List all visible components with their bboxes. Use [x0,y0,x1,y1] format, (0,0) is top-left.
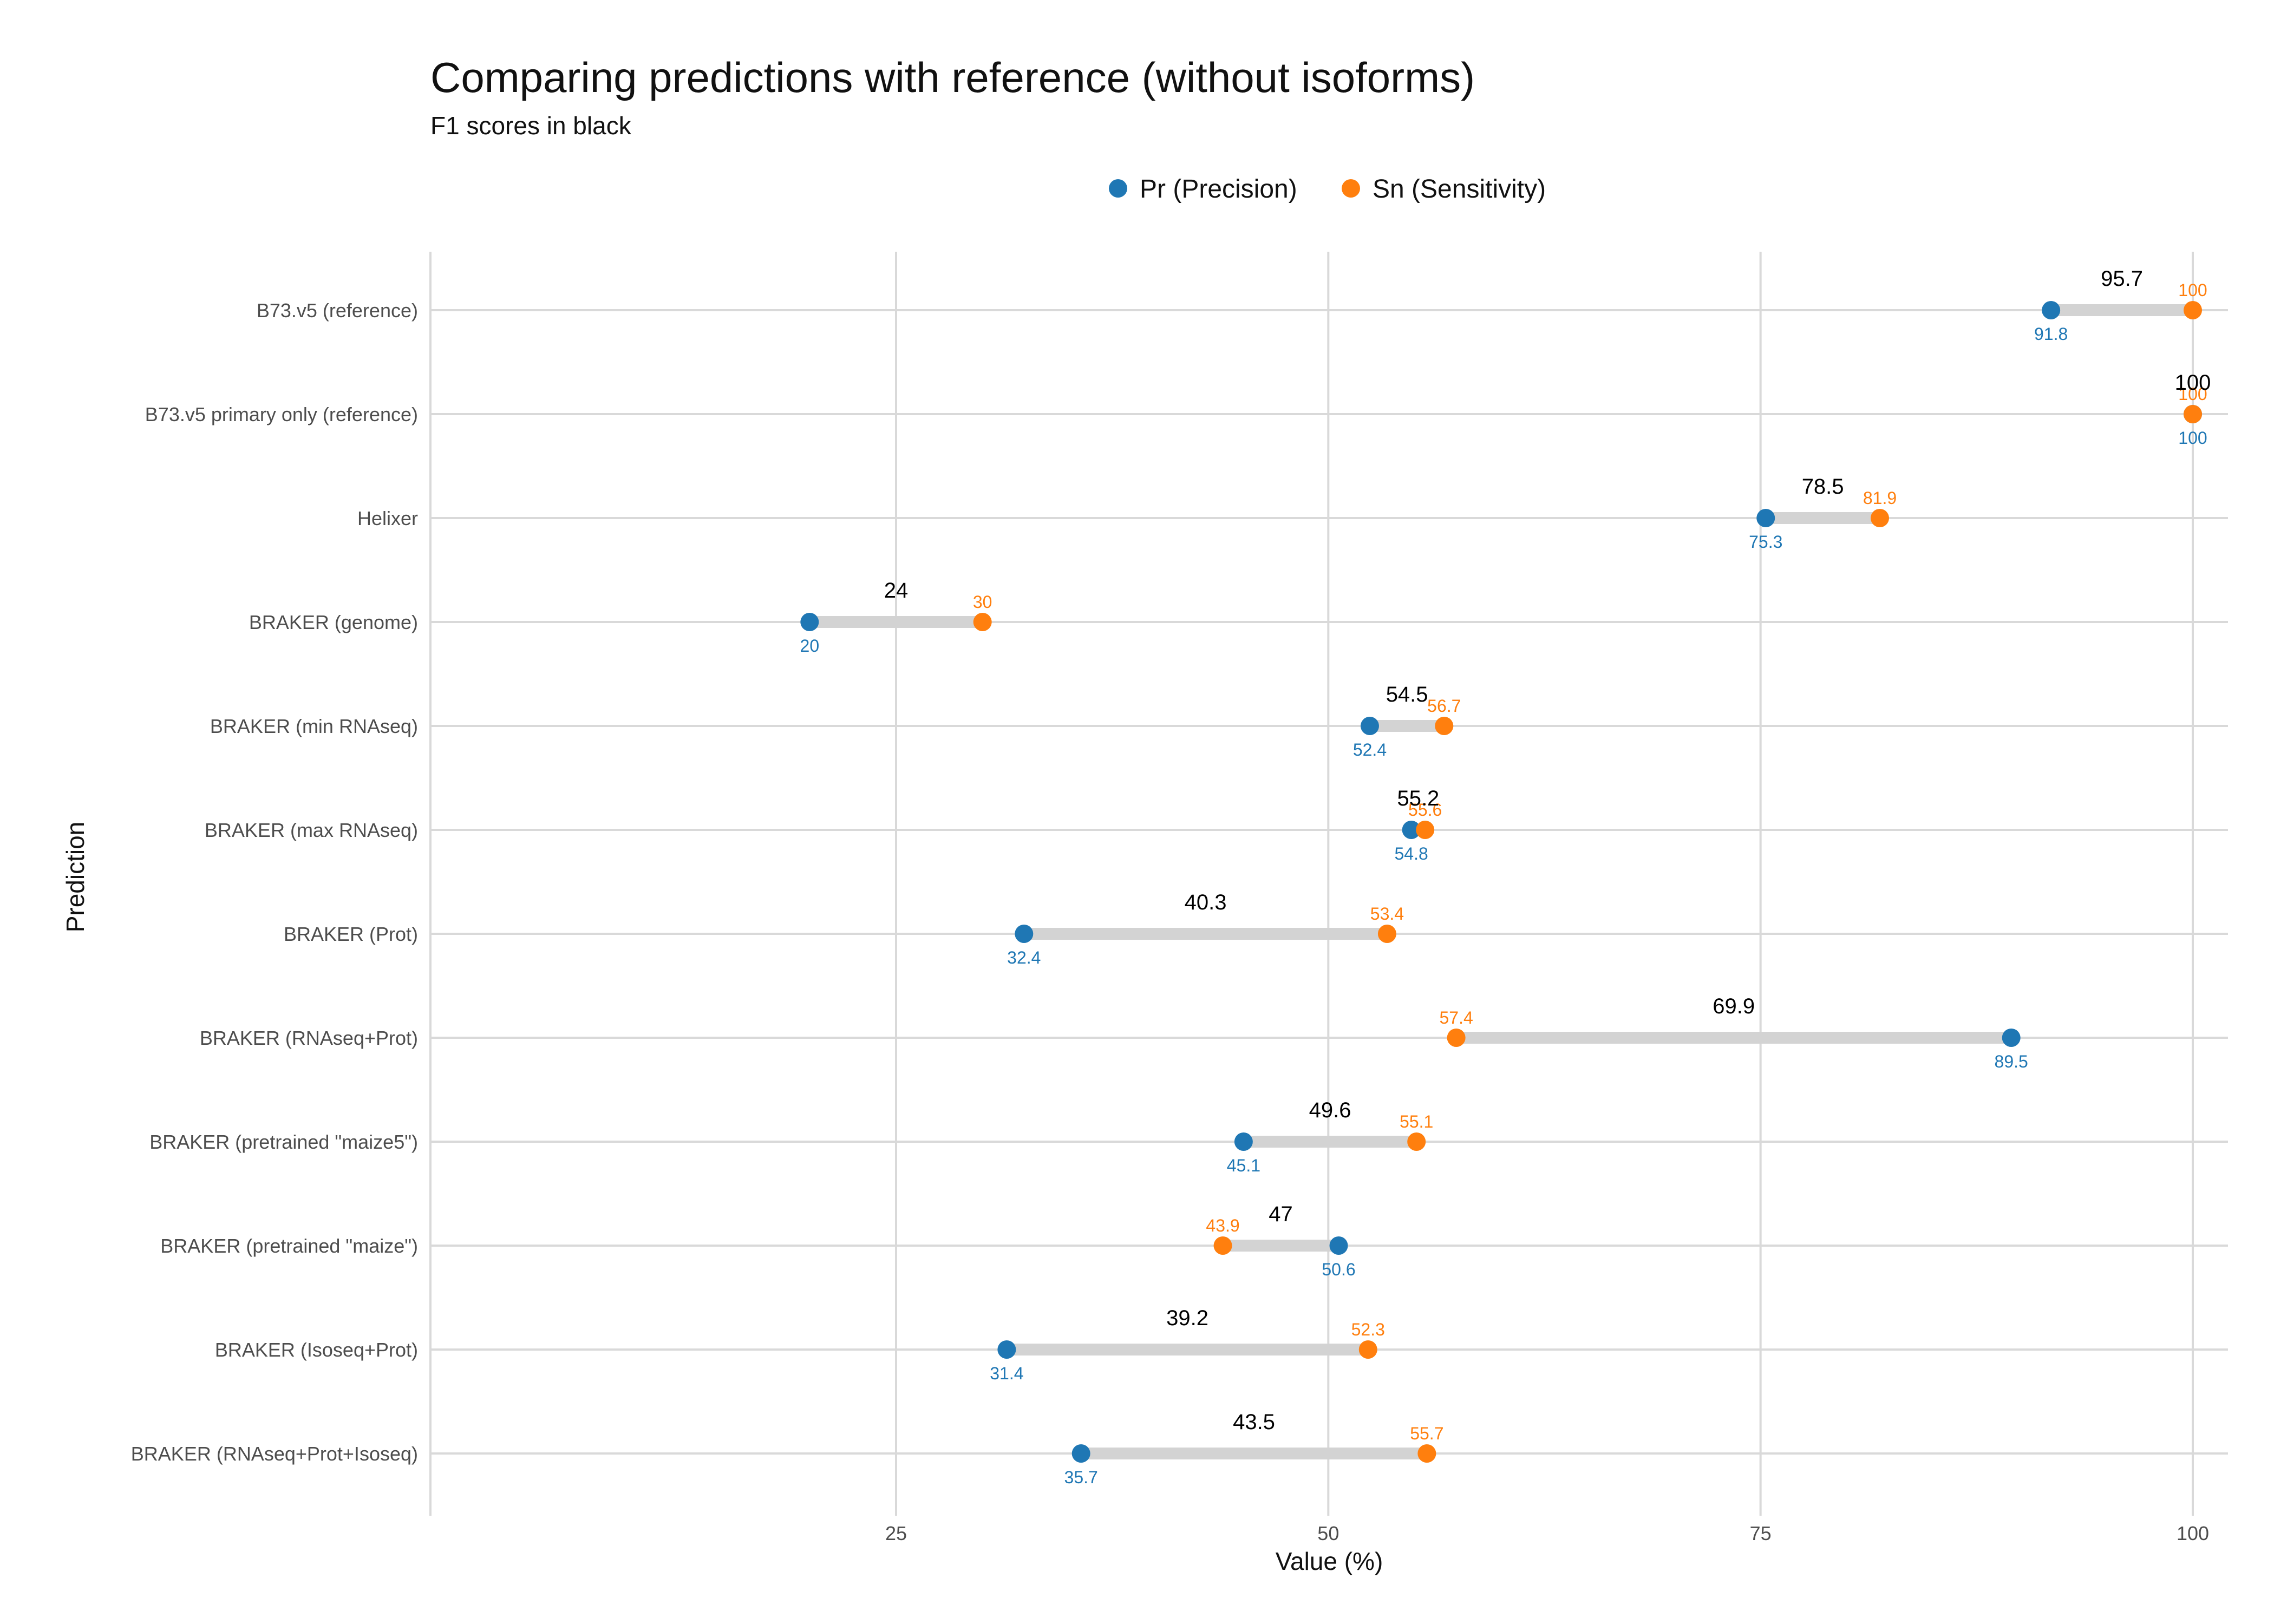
sensitivity-point [1871,509,1890,527]
f1-value-label: 100 [2175,371,2211,395]
category-label: Helixer [357,507,418,529]
f1-value-label: 55.2 [1397,787,1439,810]
f1-value-label: 69.9 [1713,994,1755,1018]
sensitivity-value-label: 55.6 [1408,800,1442,820]
sensitivity-point [1416,821,1435,839]
sensitivity-value-label: 57.4 [1439,1008,1473,1027]
category-label: B73.v5 (reference) [257,299,418,322]
category-label: BRAKER (Prot) [284,923,418,945]
sensitivity-value-label: 55.7 [1410,1424,1443,1443]
sensitivity-value-label: 43.9 [1206,1216,1239,1235]
precision-value-label: 20 [800,636,820,656]
f1-value-label: 24 [884,579,909,603]
f1-value-label: 47 [1269,1202,1293,1226]
sensitivity-point [973,613,992,631]
legend-sensitivity-dot [1342,179,1360,198]
precision-point [997,1340,1016,1359]
precision-point [2042,301,2061,319]
sensitivity-value-label: 100 [2178,280,2207,300]
sensitivity-point [1358,1340,1377,1359]
sensitivity-point [1213,1236,1232,1255]
category-label: BRAKER (pretrained "maize5") [149,1131,418,1153]
precision-value-label: 54.8 [1394,844,1428,863]
f1-value-label: 95.7 [2101,267,2143,291]
precision-value-label: 91.8 [2034,324,2068,344]
f1-value-label: 54.5 [1386,683,1428,706]
f1-value-label: 78.5 [1802,475,1844,499]
sensitivity-point [1447,1029,1466,1047]
sensitivity-point [1435,717,1454,735]
sensitivity-value-label: 55.1 [1400,1112,1433,1131]
legend-precision-dot [1109,179,1127,198]
precision-value-label: 89.5 [1995,1052,2028,1071]
category-label: B73.v5 primary only (reference) [145,403,418,425]
x-tick-label: 100 [2177,1522,2209,1544]
f1-value-label: 49.6 [1309,1098,1351,1122]
x-tick-label: 25 [885,1522,907,1544]
sensitivity-value-label: 100 [2178,384,2207,404]
precision-value-label: 31.4 [990,1364,1023,1383]
legend-precision-label: Pr (Precision) [1140,175,1297,204]
precision-point [1015,925,1034,943]
category-label: BRAKER (max RNAseq) [205,819,418,841]
precision-value-label: 32.4 [1007,948,1041,967]
sensitivity-point [1407,1132,1426,1151]
x-axis-title: Value (%) [1276,1547,1383,1575]
sensitivity-value-label: 52.3 [1351,1320,1385,1339]
legend: Pr (Precision) Sn (Sensitivity) [1109,175,1546,204]
category-label: BRAKER (genome) [249,611,418,633]
precision-value-label: 100 [2178,428,2207,448]
precision-point [2002,1029,2021,1047]
grid-layer [429,252,2228,1516]
precision-point [1071,1444,1090,1463]
precision-value-label: 50.6 [1322,1260,1355,1279]
precision-point [1234,1132,1253,1151]
x-tick-label: 50 [1317,1522,1339,1544]
sensitivity-value-label: 30 [973,592,992,612]
precision-point [1402,821,1421,839]
sensitivity-point [2184,405,2202,423]
precision-point [800,613,819,631]
x-tick-label: 75 [1750,1522,1772,1544]
sensitivity-point [1377,925,1396,943]
sensitivity-value-label: 53.4 [1370,904,1404,924]
sensitivity-value-label: 56.7 [1427,696,1461,716]
precision-point [1329,1236,1348,1255]
precision-value-label: 75.3 [1749,532,1782,552]
precision-value-label: 45.1 [1227,1156,1260,1175]
y-axis-title: Prediction [61,822,89,933]
category-label: BRAKER (min RNAseq) [210,715,418,737]
sensitivity-point [2184,301,2202,319]
category-label: BRAKER (pretrained "maize") [160,1235,418,1257]
labels-layer: 25 50 75 100 B73.v5 (reference) 91.8 100 95.7 B7… [131,267,2211,1544]
category-label: BRAKER (RNAseq+Prot+Isoseq) [131,1443,418,1465]
legend-sensitivity-label: Sn (Sensitivity) [1373,175,1546,204]
precision-point [1360,717,1379,735]
precision-value-label: 52.4 [1353,740,1387,759]
marks-layer [800,301,2202,1463]
precision-value-label: 35.7 [1064,1468,1098,1487]
sensitivity-value-label: 81.9 [1863,488,1897,508]
category-label: BRAKER (RNAseq+Prot) [200,1027,418,1049]
precision-point [1756,509,1775,527]
chart-title: Comparing predictions with reference (wi… [430,54,1475,101]
f1-value-label: 39.2 [1166,1306,1208,1330]
chart-subtitle: F1 scores in black [430,112,632,140]
f1-value-label: 40.3 [1185,890,1227,914]
sensitivity-point [1417,1444,1436,1463]
category-label: BRAKER (Isoseq+Prot) [215,1339,418,1361]
f1-value-label: 43.5 [1233,1410,1275,1434]
